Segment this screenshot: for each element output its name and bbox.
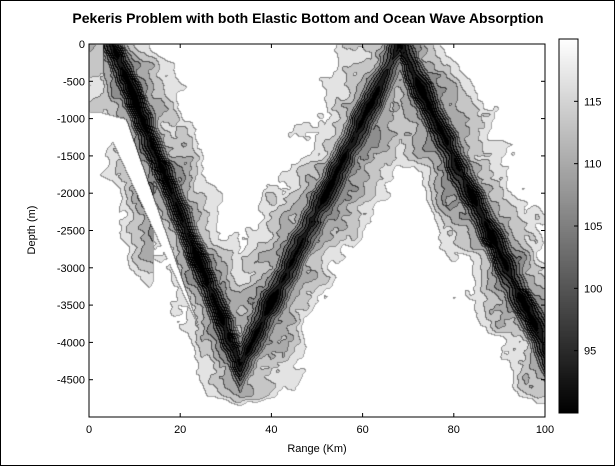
y-tick-label: -1500 bbox=[57, 151, 85, 163]
y-axis: 0 -500 -1000 -1500 -2000 -2500 -3000 -3500 -4000… bbox=[57, 39, 545, 387]
colorbar-tick-label: 110 bbox=[584, 159, 602, 171]
colorbar-tick-label: 105 bbox=[584, 221, 602, 233]
colorbar-tick-label: 100 bbox=[584, 283, 602, 295]
y-tick-label: -3500 bbox=[57, 300, 85, 312]
colorbar: 95 100 105 110 115 bbox=[558, 38, 602, 414]
colorbar-tick-label: 95 bbox=[584, 346, 596, 358]
x-tick-label: 100 bbox=[536, 424, 554, 436]
y-tick-label: -3000 bbox=[57, 263, 85, 275]
x-axis: 0 20 40 60 80 100 bbox=[86, 44, 554, 436]
y-tick-label: -4000 bbox=[57, 337, 85, 349]
heatmap-image bbox=[89, 44, 545, 417]
colorbar-ticks: 95 100 105 110 115 bbox=[574, 96, 602, 358]
x-tick-label: 80 bbox=[448, 424, 460, 436]
x-tick-label: 60 bbox=[356, 424, 368, 436]
y-axis-label: Depth (m) bbox=[26, 206, 38, 255]
y-tick-label: -4500 bbox=[57, 375, 85, 387]
y-tick-label: 0 bbox=[79, 39, 85, 51]
x-tick-label: 0 bbox=[86, 424, 92, 436]
colorbar-tick-label: 115 bbox=[584, 96, 602, 108]
y-tick-label: -500 bbox=[63, 76, 85, 88]
x-axis-label: Range (Km) bbox=[287, 443, 346, 455]
y-tick-label: -1000 bbox=[57, 114, 85, 126]
x-tick-label: 20 bbox=[174, 424, 186, 436]
y-tick-label: -2000 bbox=[57, 188, 85, 200]
plot-area bbox=[88, 43, 546, 418]
colorbar-gradient bbox=[559, 39, 578, 413]
y-tick-label: -2500 bbox=[57, 226, 85, 238]
x-tick-label: 40 bbox=[265, 424, 277, 436]
chart-title: Pekeris Problem with both Elastic Bottom… bbox=[72, 10, 543, 26]
